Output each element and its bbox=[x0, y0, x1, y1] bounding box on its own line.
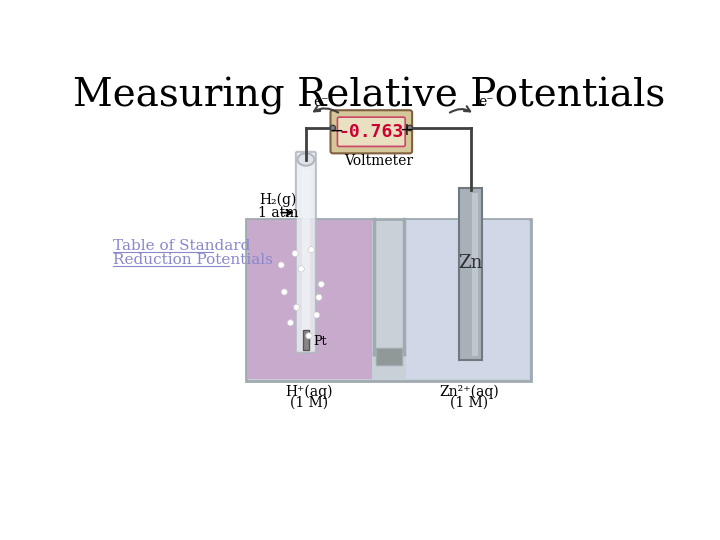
FancyBboxPatch shape bbox=[246, 219, 531, 381]
FancyBboxPatch shape bbox=[296, 152, 316, 353]
Text: H₂(g): H₂(g) bbox=[260, 192, 297, 207]
Text: -0.763: -0.763 bbox=[338, 123, 404, 141]
Text: (1 M): (1 M) bbox=[290, 396, 328, 410]
Circle shape bbox=[306, 333, 312, 339]
Bar bbox=[376, 348, 402, 365]
Text: −: − bbox=[330, 122, 343, 139]
Text: Zn²⁺(aq): Zn²⁺(aq) bbox=[439, 384, 499, 399]
Circle shape bbox=[287, 320, 294, 326]
Text: Reduction Potentials: Reduction Potentials bbox=[113, 253, 273, 267]
Text: Zn: Zn bbox=[459, 254, 483, 272]
Circle shape bbox=[407, 125, 413, 131]
Bar bbox=[406, 220, 529, 379]
Text: Table of Standard: Table of Standard bbox=[113, 239, 251, 253]
Circle shape bbox=[330, 125, 336, 131]
Circle shape bbox=[292, 251, 298, 256]
Text: H⁺(aq): H⁺(aq) bbox=[285, 384, 333, 399]
Circle shape bbox=[308, 247, 315, 253]
Text: Voltmeter: Voltmeter bbox=[344, 154, 413, 168]
Circle shape bbox=[318, 281, 324, 287]
Circle shape bbox=[282, 289, 287, 295]
FancyBboxPatch shape bbox=[459, 188, 482, 361]
Circle shape bbox=[314, 312, 320, 318]
Text: e⁻: e⁻ bbox=[313, 94, 329, 109]
FancyBboxPatch shape bbox=[330, 110, 412, 153]
Circle shape bbox=[316, 294, 322, 300]
Circle shape bbox=[294, 304, 300, 310]
Text: +: + bbox=[399, 122, 413, 139]
Text: Pt: Pt bbox=[312, 335, 326, 348]
Bar bbox=[303, 330, 309, 350]
Circle shape bbox=[298, 266, 305, 272]
Ellipse shape bbox=[297, 153, 315, 166]
Text: e⁻: e⁻ bbox=[478, 94, 494, 109]
Bar bbox=[302, 168, 310, 347]
FancyBboxPatch shape bbox=[338, 117, 405, 146]
Text: (1 M): (1 M) bbox=[450, 396, 488, 410]
Circle shape bbox=[278, 262, 284, 268]
Text: Measuring Relative Potentials: Measuring Relative Potentials bbox=[73, 77, 665, 114]
Text: 1 atm: 1 atm bbox=[258, 206, 299, 220]
Bar bbox=[248, 220, 372, 379]
Bar bbox=[472, 193, 478, 356]
